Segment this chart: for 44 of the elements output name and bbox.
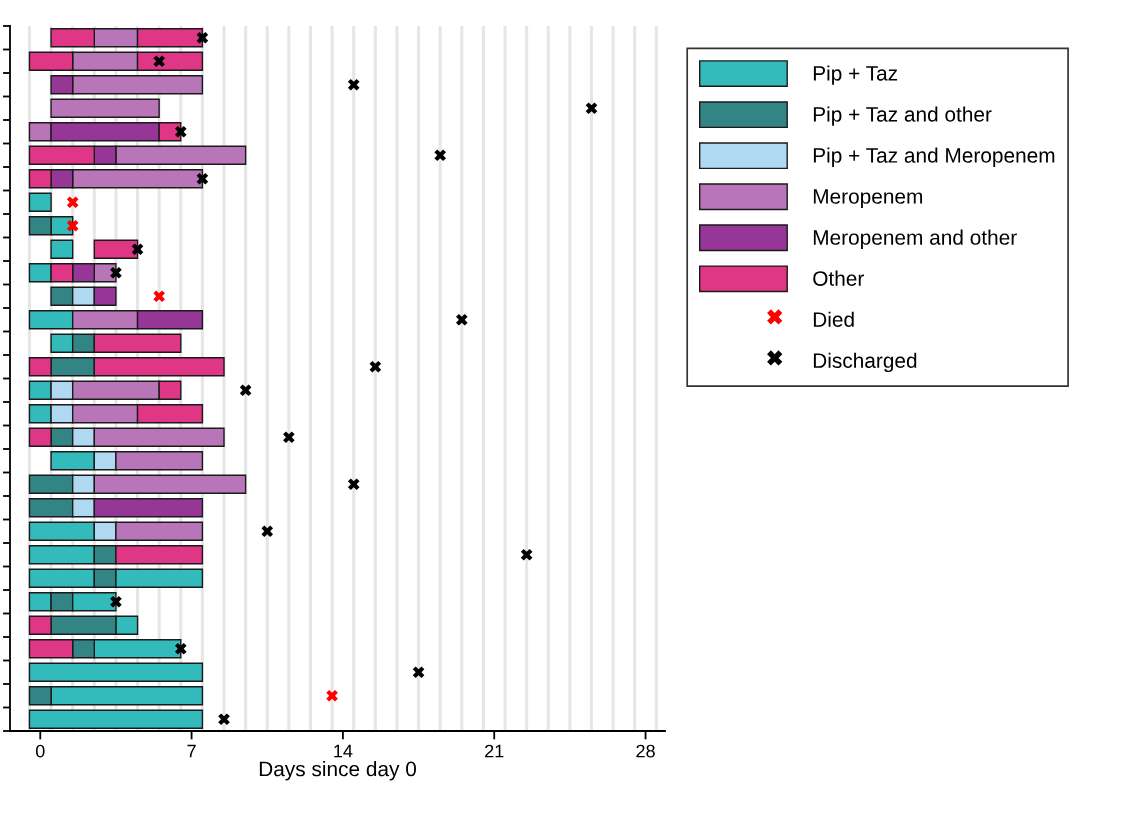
bar [28, 192, 52, 212]
point [218, 713, 230, 726]
x-axis-title: Days since day 0 [259, 761, 417, 781]
point [434, 149, 446, 162]
point [174, 642, 187, 655]
point [196, 31, 209, 44]
legend-label: Died [813, 311, 854, 327]
point [131, 243, 144, 256]
point [347, 478, 360, 491]
bar [93, 239, 139, 259]
legend-label: Pip + Taz and other [813, 106, 992, 126]
point [153, 290, 165, 303]
bar [28, 662, 204, 682]
x-tick-label: 7 [187, 744, 196, 758]
legend-label: Other [813, 270, 864, 286]
point [153, 55, 165, 68]
bar [50, 239, 74, 259]
x-tick-label: 14 [334, 744, 353, 758]
point [110, 266, 122, 279]
point [520, 548, 533, 561]
point [412, 666, 425, 679]
point [66, 196, 79, 209]
bar [28, 709, 204, 729]
x-tick-label: 0 [35, 744, 45, 758]
point [66, 219, 79, 232]
point [261, 525, 274, 538]
point [174, 125, 187, 138]
x-tick-label: 21 [485, 744, 504, 758]
point [196, 172, 209, 185]
point [239, 384, 252, 397]
x-tick-label: 28 [636, 744, 655, 758]
point [326, 689, 338, 702]
legend-label: Meropenem [813, 189, 922, 208]
point [347, 78, 360, 91]
legend-label: Pip + Taz [813, 65, 898, 85]
point [369, 360, 382, 373]
bar [50, 98, 160, 118]
point [283, 431, 295, 444]
point [110, 595, 122, 608]
legend-label: Pip + Taz and Meropenem [813, 147, 1055, 167]
point [585, 102, 598, 115]
legend-label: Discharged [813, 352, 917, 373]
legend-label: Meropenem and other [813, 229, 1017, 249]
point [455, 313, 468, 326]
